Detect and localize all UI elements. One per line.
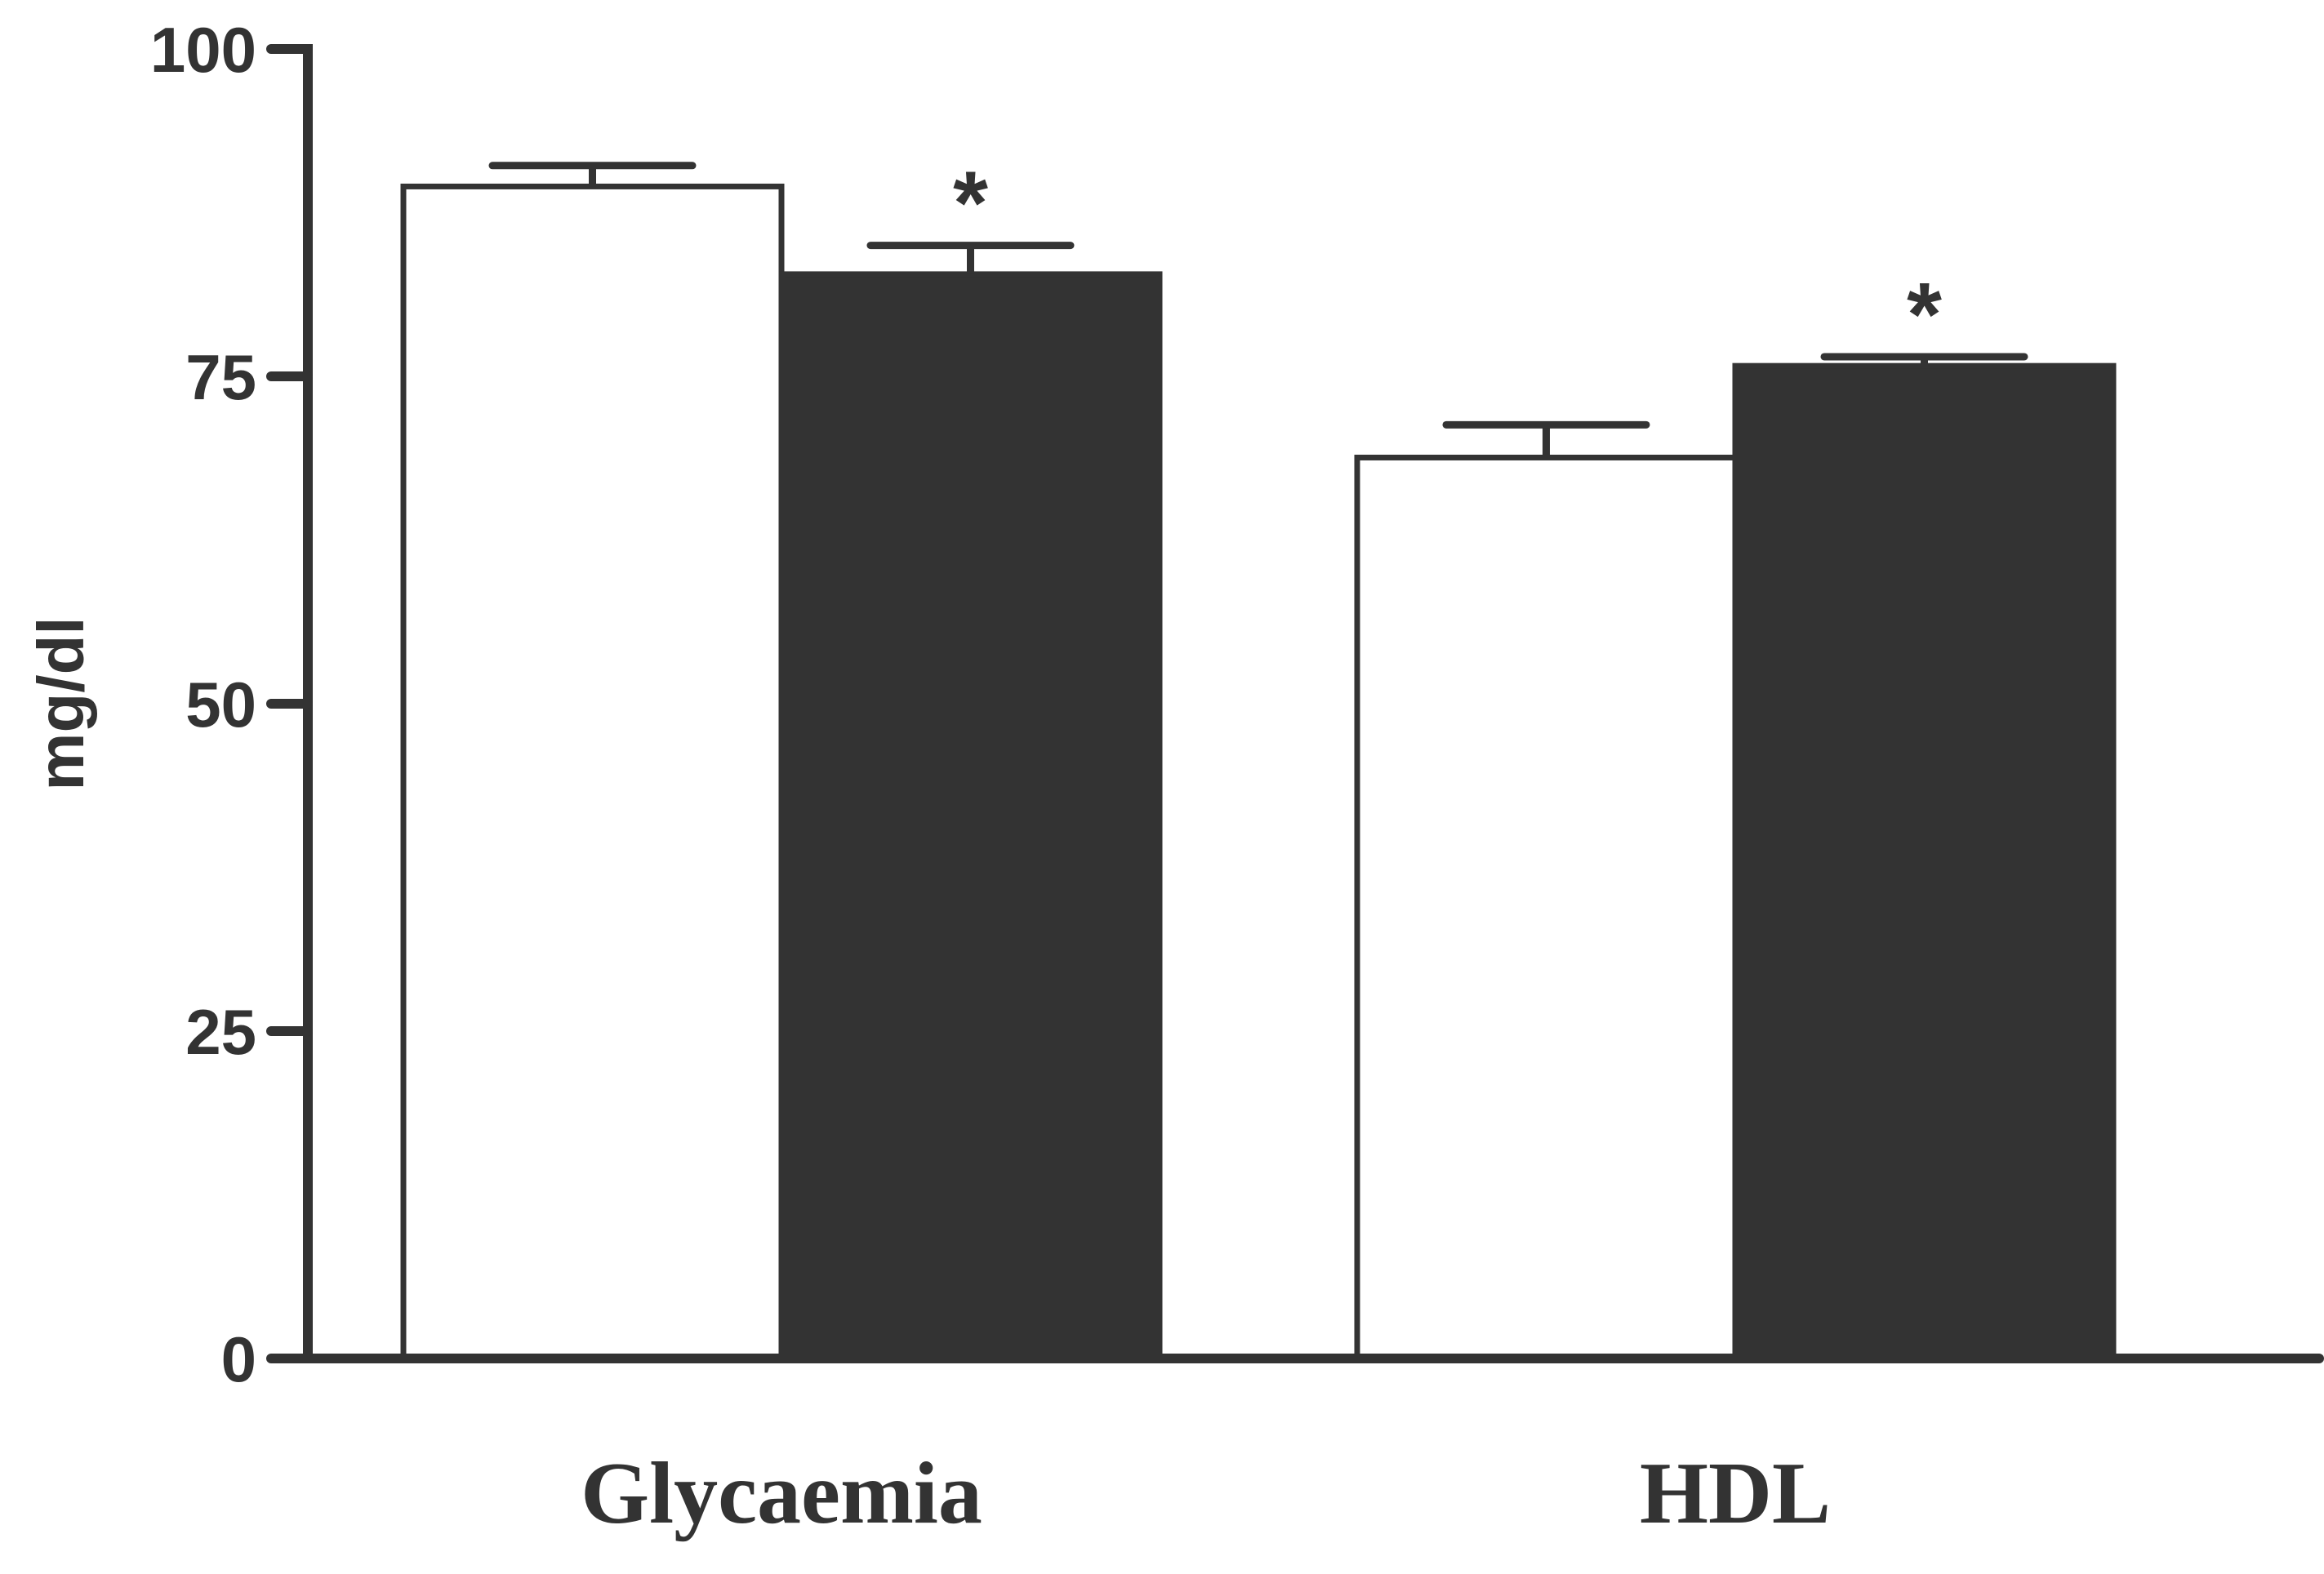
- bar-hdl-2: [1732, 362, 2117, 1362]
- significance-marker: *: [953, 153, 988, 254]
- y-tick-label: 50: [185, 669, 256, 740]
- y-tick-label: 25: [185, 996, 256, 1068]
- axes-layer: [266, 44, 2324, 1363]
- bar-glycaemia-1: [400, 183, 785, 1362]
- y-axis-label: mg/dl: [24, 616, 97, 790]
- labels-layer: * Glycaemia * HDL 0 25 50 75 100 mg/dl: [24, 14, 1942, 1542]
- bar-hdl-1: [1354, 454, 1739, 1362]
- category-label: HDL: [1640, 1445, 1831, 1542]
- bars-layer: [400, 183, 2117, 1362]
- y-tick-label: 0: [221, 1323, 256, 1395]
- error-bars-layer: [488, 162, 2028, 458]
- bar-glycaemia-2: [778, 271, 1163, 1362]
- significance-marker: *: [1907, 265, 1942, 365]
- category-label: Glycaemia: [581, 1445, 982, 1542]
- y-tick-label: 100: [150, 14, 256, 86]
- y-tick-label: 75: [185, 341, 256, 413]
